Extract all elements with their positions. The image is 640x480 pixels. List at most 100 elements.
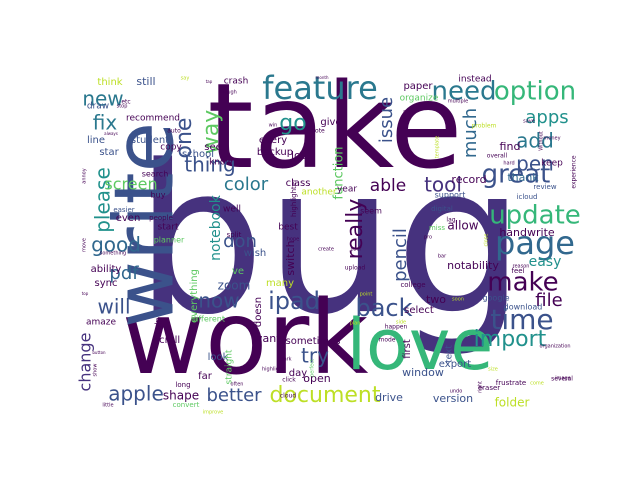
word-thank: thank bbox=[507, 171, 539, 184]
word-school: school bbox=[182, 149, 214, 160]
word-line: line bbox=[87, 135, 105, 146]
word-good: good bbox=[91, 233, 141, 257]
word-button: button bbox=[92, 350, 106, 355]
word-scroll: scroll bbox=[154, 335, 180, 346]
word-start: start bbox=[158, 223, 179, 233]
word-import: import bbox=[474, 327, 547, 352]
word-easy: easy bbox=[529, 254, 562, 270]
word-great: great bbox=[482, 160, 551, 190]
word-pro: pro bbox=[424, 235, 432, 241]
word-though: though bbox=[219, 90, 237, 96]
word-know: know bbox=[209, 158, 233, 168]
word-sync: sync bbox=[95, 278, 118, 289]
word-ipad: ipad bbox=[268, 287, 320, 315]
word-freeze: freeze bbox=[402, 109, 407, 122]
word-google: google bbox=[482, 294, 509, 303]
word-time: time bbox=[490, 303, 553, 336]
word-close: close bbox=[484, 234, 490, 247]
word-crash: crash bbox=[224, 77, 249, 87]
word-really: really bbox=[343, 199, 368, 260]
word-organization: organization bbox=[539, 344, 570, 350]
word-right: right bbox=[478, 381, 484, 393]
word-two: two bbox=[426, 293, 446, 306]
word-much: much bbox=[460, 108, 481, 158]
word-go: go bbox=[279, 111, 306, 136]
word-template: template bbox=[435, 136, 441, 159]
word-new: new bbox=[82, 87, 123, 111]
word-please: please bbox=[91, 167, 115, 233]
word-star: star bbox=[99, 147, 119, 158]
word-export: export bbox=[439, 359, 471, 370]
word-keep: keep bbox=[541, 159, 563, 169]
word-one: one bbox=[172, 118, 197, 159]
word-update: update bbox=[489, 201, 581, 231]
word-often: often bbox=[231, 382, 244, 388]
word-top: top bbox=[82, 291, 89, 296]
word-overall: overall bbox=[487, 153, 508, 160]
word-something: something bbox=[100, 251, 126, 257]
word-work: work bbox=[122, 279, 369, 398]
word-problem: problem bbox=[472, 123, 497, 130]
word-cloud: cloud bbox=[280, 393, 296, 400]
word-notebook: notebook bbox=[208, 194, 224, 261]
word-text: text bbox=[445, 345, 455, 363]
word-mode: mode bbox=[378, 337, 395, 344]
word-version: version bbox=[433, 392, 473, 405]
word-plan: plan bbox=[350, 321, 361, 327]
word-long: long bbox=[175, 381, 190, 389]
word-write: write bbox=[97, 122, 192, 328]
word-select: select bbox=[404, 305, 434, 316]
word-move: move bbox=[82, 238, 88, 252]
word-think: think bbox=[97, 77, 122, 88]
word-come: come bbox=[530, 381, 544, 387]
word-people: people bbox=[149, 214, 173, 222]
word-wish: wish bbox=[244, 248, 267, 259]
word-hard: hard bbox=[503, 161, 514, 167]
word-recommend: recommend bbox=[126, 114, 180, 124]
word-find: find bbox=[500, 140, 521, 153]
word-feature: feature bbox=[262, 69, 378, 107]
word-instead: instead bbox=[458, 75, 491, 85]
word-every: every bbox=[259, 135, 287, 146]
word-add: add bbox=[516, 129, 554, 153]
word-perfect: perfect bbox=[310, 359, 316, 377]
word-allow: allow bbox=[447, 219, 478, 233]
word-need: need bbox=[432, 77, 497, 107]
word-note: note bbox=[311, 128, 325, 135]
word-now: now bbox=[198, 289, 239, 313]
word-create: create bbox=[318, 247, 334, 253]
word-little: little bbox=[102, 403, 113, 409]
word-download: download bbox=[504, 303, 543, 312]
word-file: file bbox=[535, 290, 562, 311]
word-month: month bbox=[316, 75, 329, 80]
word-paper: paper bbox=[403, 81, 433, 92]
word-happen: happen bbox=[385, 324, 408, 331]
word-dark: dark bbox=[280, 357, 291, 363]
word-back: back bbox=[355, 294, 412, 322]
word-issue: issue bbox=[376, 97, 397, 143]
word-change: change bbox=[76, 333, 95, 392]
word-soon: soon bbox=[452, 297, 464, 303]
word-open: open bbox=[303, 372, 330, 385]
word-save: save bbox=[523, 119, 535, 125]
word-search: search bbox=[142, 170, 169, 179]
word-support: support bbox=[435, 191, 466, 200]
word-even: even bbox=[116, 213, 141, 224]
word-review: review bbox=[533, 183, 556, 191]
word-icloud: icloud bbox=[517, 193, 538, 201]
word-want: want bbox=[253, 332, 281, 345]
word-money: money bbox=[543, 136, 560, 142]
word-apple: apple bbox=[108, 382, 164, 406]
word-eraser: eraser bbox=[478, 384, 500, 392]
word-upload: upload bbox=[345, 265, 366, 272]
word-highlight: highlight bbox=[262, 367, 284, 373]
word-page: page bbox=[495, 224, 575, 262]
word-always: always bbox=[104, 131, 118, 136]
word-highlighter: highlighter bbox=[290, 179, 298, 217]
word-pen: pen bbox=[516, 152, 554, 176]
word-point: point bbox=[360, 292, 373, 298]
word-multiple: multiple bbox=[448, 99, 468, 105]
word-miss: miss bbox=[429, 224, 445, 232]
word-size: size bbox=[488, 367, 498, 373]
word-first: first bbox=[402, 339, 413, 359]
